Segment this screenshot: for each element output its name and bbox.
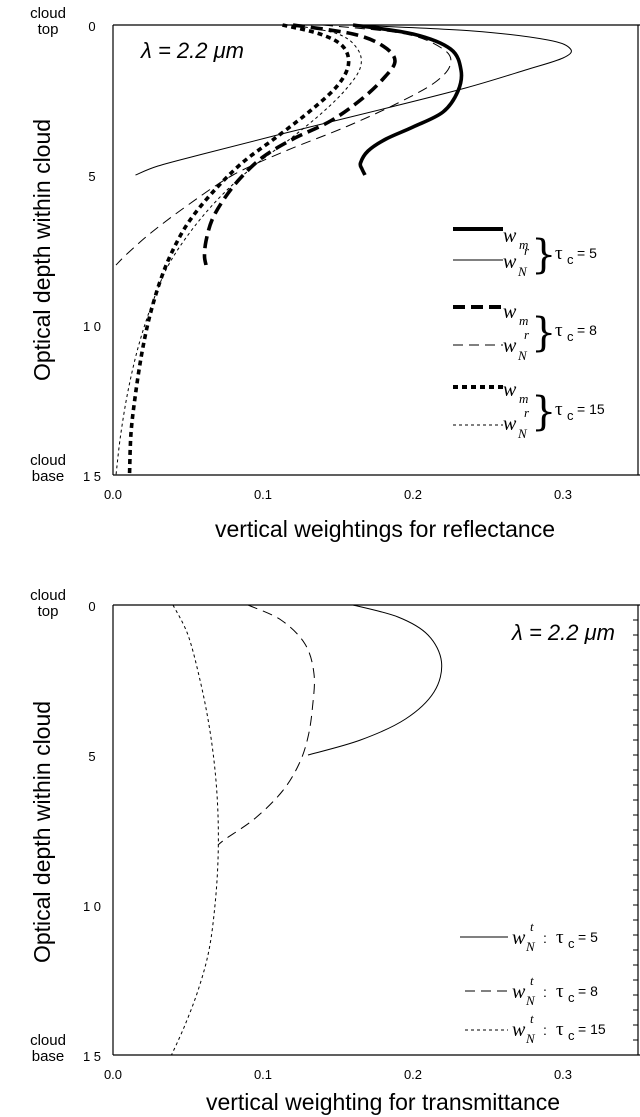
series-line-1-2 bbox=[171, 604, 219, 1056]
bottom-chart-cloud-top-label-2: top bbox=[38, 603, 59, 620]
series-line-0-4 bbox=[127, 23, 351, 476]
legend-symbol-wnt-tau8: w bbox=[512, 981, 526, 1003]
top-chart-y-axis-title: Optical depth within cloud bbox=[29, 119, 55, 381]
top-chart-legend: w m w N r } τ c = 5 w m w N r } τ c = 8 … bbox=[453, 225, 605, 441]
bottom-chart-x-axis-title: vertical weighting for transmittance bbox=[206, 1089, 560, 1115]
legend-tau-tau8: τ bbox=[555, 320, 563, 341]
top-y-tick-15: 1 5 bbox=[83, 469, 101, 484]
bottom-chart-legend: w N t : τ c = 5 w N t : τ c = 8 w N t : … bbox=[460, 919, 606, 1046]
bottom-chart-series bbox=[171, 604, 443, 1056]
bottom-chart-cloud-base-label-1: cloud bbox=[30, 1032, 66, 1049]
top-y-tick-0: 0 bbox=[88, 19, 95, 34]
legend-sup-wnt-tau8: t bbox=[530, 973, 534, 988]
bottom-y-tick-10: 1 0 bbox=[83, 899, 101, 914]
legend-tauvalue-wnt-tau8: = 8 bbox=[578, 983, 598, 999]
bottom-x-tick-2: 0.2 bbox=[404, 1067, 422, 1082]
series-line-0-2 bbox=[202, 23, 397, 266]
legend-brace-tau15: } bbox=[531, 389, 556, 435]
bottom-chart-wavelength-label: λ = 2.2 μm bbox=[511, 620, 615, 645]
legend-symbol-wn-tau5: w bbox=[503, 251, 517, 273]
top-chart-x-axis-title: vertical weightings for reflectance bbox=[215, 516, 555, 542]
legend-sup-wn-tau15: r bbox=[524, 405, 530, 420]
series-line-1-0 bbox=[307, 604, 443, 756]
bottom-x-tick-0: 0.0 bbox=[104, 1067, 122, 1082]
legend-tauvalue-wnt-tau15: = 15 bbox=[578, 1021, 606, 1037]
legend-symbol-wm-tau5: w bbox=[503, 225, 517, 247]
top-x-tick-2: 0.2 bbox=[404, 487, 422, 502]
top-y-tick-5: 5 bbox=[88, 169, 95, 184]
series-line-0-5 bbox=[115, 24, 362, 476]
top-x-tick-3: 0.3 bbox=[554, 487, 572, 502]
top-chart-cloud-base-label-1: cloud bbox=[30, 452, 66, 469]
transmittance-chart: cloud top cloud base 0 5 1 0 1 5 0.0 0.1… bbox=[29, 587, 640, 1115]
legend-tauvalue-tau5: = 5 bbox=[577, 245, 597, 261]
legend-tausub-tau8: c bbox=[567, 329, 574, 344]
series-line-0-0 bbox=[352, 23, 464, 176]
legend-sup-wnt-tau15: t bbox=[530, 1011, 534, 1026]
top-y-tick-10: 1 0 bbox=[83, 319, 101, 334]
legend-symbol-wnt-tau5: w bbox=[512, 927, 526, 949]
top-chart-wavelength-label: λ = 2.2 μm bbox=[140, 38, 244, 63]
bottom-chart-right-minor-ticks bbox=[633, 619, 638, 1041]
top-x-tick-0: 0.0 bbox=[104, 487, 122, 502]
legend-tausub-wnt-tau8: c bbox=[568, 990, 575, 1005]
top-x-tick-1: 0.1 bbox=[254, 487, 272, 502]
bottom-y-tick-0: 0 bbox=[88, 599, 95, 614]
top-chart-cloud-top-label-1: cloud bbox=[30, 5, 66, 22]
legend-sub-wm-tau5: m bbox=[519, 237, 528, 252]
bottom-x-tick-3: 0.3 bbox=[554, 1067, 572, 1082]
legend-tauvalue-tau8: = 8 bbox=[577, 322, 597, 338]
top-chart-cloud-base-label-2: base bbox=[32, 468, 65, 485]
legend-colon-tau8: : bbox=[543, 984, 547, 1000]
legend-sup-wnt-tau5: t bbox=[530, 919, 534, 934]
legend-tauvalue-wnt-tau5: = 5 bbox=[578, 929, 598, 945]
reflectance-chart: cloud top cloud base 0 5 1 0 1 5 0.0 0.1… bbox=[29, 5, 640, 542]
legend-tau-tau15: τ bbox=[555, 399, 563, 420]
legend-tausub-wnt-tau15: c bbox=[568, 1028, 575, 1043]
top-chart-series bbox=[115, 23, 572, 476]
legend-tausub-wnt-tau5: c bbox=[568, 936, 575, 951]
bottom-chart-y-axis-title: Optical depth within cloud bbox=[29, 701, 55, 963]
legend-tausub-tau15: c bbox=[567, 408, 574, 423]
legend-sup-wn-tau5: r bbox=[524, 243, 530, 258]
legend-sub-wn-tau5: N bbox=[517, 264, 528, 279]
legend-brace-tau5: } bbox=[531, 232, 556, 278]
legend-sub-wn-tau15: N bbox=[517, 426, 528, 441]
bottom-chart-cloud-base-label-2: base bbox=[32, 1048, 65, 1065]
legend-symbol-wn-tau15: w bbox=[503, 413, 517, 435]
legend-sub-wnt-tau8: N bbox=[525, 993, 536, 1008]
legend-brace-tau8: } bbox=[531, 310, 556, 356]
legend-tau-wnt-tau8: τ bbox=[556, 981, 564, 1002]
top-chart-cloud-top-label-2: top bbox=[38, 21, 59, 38]
legend-tau-tau5: τ bbox=[555, 243, 563, 264]
legend-sub-wm-tau8: m bbox=[519, 313, 528, 328]
legend-colon-tau15: : bbox=[543, 1022, 547, 1038]
bottom-chart-cloud-top-label-1: cloud bbox=[30, 587, 66, 604]
bottom-x-tick-1: 0.1 bbox=[254, 1067, 272, 1082]
legend-sub-wnt-tau15: N bbox=[525, 1031, 536, 1046]
legend-symbol-wnt-tau15: w bbox=[512, 1019, 526, 1041]
series-line-0-3 bbox=[115, 24, 452, 266]
legend-tau-wnt-tau15: τ bbox=[556, 1019, 564, 1040]
legend-tauvalue-tau15: = 15 bbox=[577, 401, 605, 417]
legend-sup-wn-tau8: r bbox=[524, 327, 530, 342]
legend-sub-wn-tau8: N bbox=[517, 348, 528, 363]
legend-sub-wm-tau15: m bbox=[519, 391, 528, 406]
legend-colon-tau5: : bbox=[543, 930, 547, 946]
legend-symbol-wm-tau8: w bbox=[503, 301, 517, 323]
legend-sub-wnt-tau5: N bbox=[525, 939, 536, 954]
legend-tausub-tau5: c bbox=[567, 252, 574, 267]
series-line-0-1 bbox=[135, 24, 572, 176]
series-line-1-1 bbox=[217, 604, 315, 846]
legend-symbol-wm-tau15: w bbox=[503, 379, 517, 401]
legend-symbol-wn-tau8: w bbox=[503, 335, 517, 357]
legend-tau-wnt-tau5: τ bbox=[556, 927, 564, 948]
bottom-y-tick-5: 5 bbox=[88, 749, 95, 764]
bottom-y-tick-15: 1 5 bbox=[83, 1049, 101, 1064]
